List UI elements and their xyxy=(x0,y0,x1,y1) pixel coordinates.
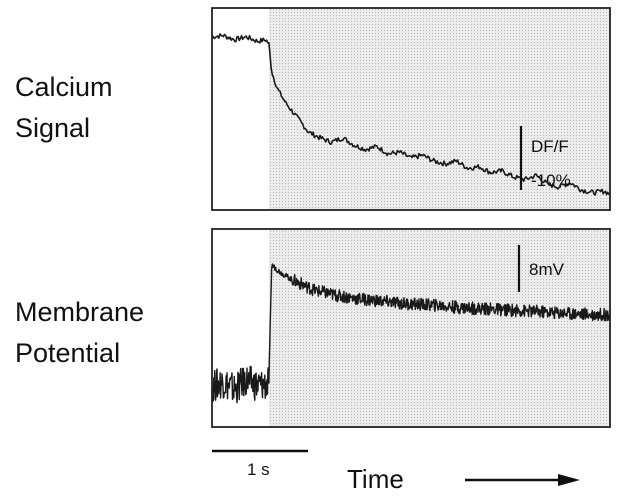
time-footer: 1 s Time xyxy=(212,449,580,494)
membrane-row-label-1: Membrane xyxy=(15,297,144,327)
calcium-frame xyxy=(211,7,611,211)
calcium-scale-label-1: DF/F xyxy=(531,137,569,156)
membrane-row-label-2: Potential xyxy=(15,338,120,368)
time-axis-label: Time xyxy=(347,464,404,494)
calcium-stim-shade xyxy=(268,8,610,210)
calcium-panel: DF/F -10% Calcium Signal xyxy=(15,7,611,211)
membrane-stim-shade xyxy=(268,229,610,427)
calcium-row-label-2: Signal xyxy=(15,113,90,143)
calcium-scale-label-2: -10% xyxy=(531,171,571,190)
membrane-panel: 8mV Membrane Potential xyxy=(15,228,611,428)
calcium-row-label-1: Calcium xyxy=(15,72,113,102)
membrane-trace xyxy=(211,263,611,404)
membrane-scale-label: 8mV xyxy=(529,260,565,279)
calcium-trace xyxy=(211,33,611,196)
time-scale-label: 1 s xyxy=(247,460,270,479)
membrane-frame xyxy=(211,228,611,428)
time-arrow-head xyxy=(558,474,580,486)
